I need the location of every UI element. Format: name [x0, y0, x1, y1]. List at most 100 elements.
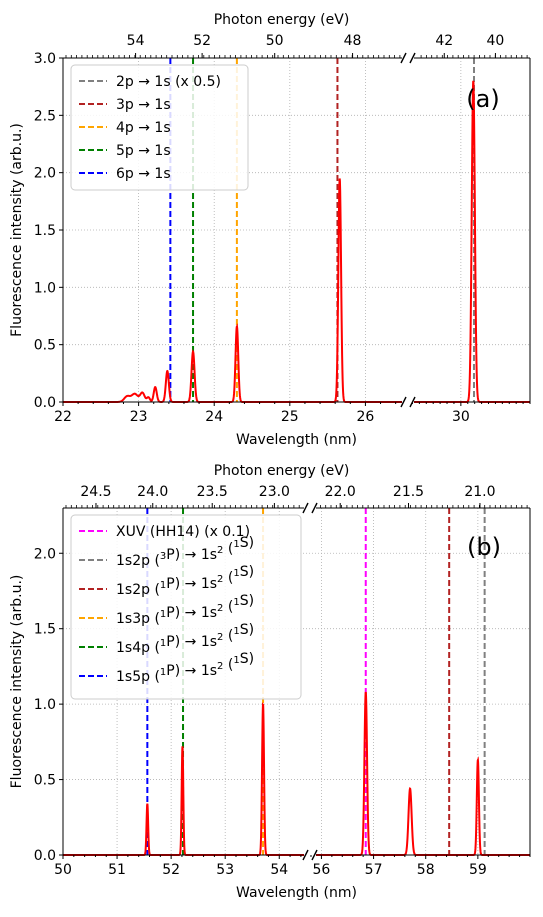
axis-break-mark — [311, 502, 318, 514]
spectrum-line-segment-1 — [409, 80, 530, 403]
legend-label: 1s2p (3P) → 1s2 (1S) — [116, 535, 254, 569]
legend-label-part: XUV (HH14) (x 0.1) — [116, 524, 250, 540]
y-tick-label: 1.5 — [34, 223, 56, 239]
y-tick-label: 3.0 — [34, 51, 56, 67]
top-tick-label: 42 — [435, 33, 453, 49]
panel-label: (b) — [467, 533, 501, 561]
x-tick-label: 57 — [365, 862, 383, 878]
chart-panel-b: 0.0 0.5 1.0 1.5 2.0 50 51 52 53 54 56 57 58 59 24.5 24.… — [9, 463, 531, 901]
legend-label-part: ( — [223, 628, 233, 644]
legend-label-part: P) → 1s — [166, 634, 217, 650]
x-tick-label: 30 — [452, 409, 470, 425]
axis-break-mark — [400, 396, 407, 408]
y-tick-label: 1.5 — [34, 622, 56, 638]
x-tick-label: 53 — [216, 862, 234, 878]
x-tick-label: 23 — [130, 409, 148, 425]
top-tick-label: 21.5 — [393, 484, 424, 500]
legend-label-part: 2 — [217, 661, 223, 672]
legend-label-part: 1 — [160, 667, 166, 678]
legend-label: 6p → 1s — [116, 166, 171, 182]
legend-label-part: 1 — [160, 580, 166, 591]
legend-label-part: 2 — [217, 632, 223, 643]
x-tick-label: 56 — [313, 862, 331, 878]
y-tick-label: 0.5 — [34, 773, 56, 789]
x-tick-label: 54 — [270, 862, 288, 878]
legend-label-part: P) → 1s — [166, 605, 217, 621]
y-tick-label: 1.0 — [34, 280, 56, 296]
x-tick-label: 50 — [54, 862, 72, 878]
top-tick-label: 23.5 — [197, 484, 228, 500]
legend-label: 1s2p (1P) → 1s2 (1S) — [116, 564, 254, 598]
chart-panel-a: 0.0 0.5 1.0 1.5 2.0 2.5 3.0 22 23 24 25 26 30 54 52 50 4… — [9, 12, 531, 448]
top-tick-label: 50 — [266, 33, 284, 49]
top-tick-label: 54 — [127, 33, 145, 49]
legend-label-part: 1 — [233, 655, 239, 666]
x-tick-label: 58 — [417, 862, 435, 878]
y-tick-label: 1.0 — [34, 697, 56, 713]
top-tick-label: 21.0 — [464, 484, 495, 500]
legend: XUV (HH14) (x 0.1)1s2p (3P) → 1s2 (1S)1s… — [70, 514, 302, 700]
axes-frame — [62, 502, 531, 861]
top-tick-label: 23.0 — [259, 484, 290, 500]
legend-label-part: ( — [223, 570, 233, 586]
legend-label: 2p → 1s (x 0.5) — [116, 74, 221, 90]
legend-label-part: 1s3p ( — [116, 611, 160, 627]
legend-label: 4p → 1s — [116, 120, 171, 136]
top-tick-label: 24.5 — [80, 484, 111, 500]
top-tick-label: 48 — [344, 33, 362, 49]
y-tick-label: 2.5 — [34, 108, 56, 124]
legend-label: 1s5p (1P) → 1s2 (1S) — [116, 651, 254, 685]
legend: 2p → 1s (x 0.5) 3p → 1s 4p → 1s 5p → 1s 6p →… — [70, 64, 249, 191]
legend-label-part: 1 — [233, 568, 239, 579]
legend-label-part: P) → 1s — [166, 663, 217, 679]
legend-label: 1s3p (1P) → 1s2 (1S) — [116, 593, 254, 627]
legend-label-part: 2 — [217, 603, 223, 614]
legend-label: XUV (HH14) (x 0.1) — [116, 524, 250, 540]
axis-break-mark — [302, 849, 309, 861]
legend-label-part: 2 — [217, 545, 223, 556]
x-tick-label: 25 — [281, 409, 299, 425]
legend-label-part: 1 — [233, 626, 239, 637]
x-tick-label: 51 — [108, 862, 126, 878]
legend-label-part: ( — [223, 657, 233, 673]
axis-break-mark — [302, 502, 309, 514]
y-axis-label: Fluorescence intensity (arb.u.) — [9, 123, 25, 337]
y-tick-label: 0.5 — [34, 338, 56, 354]
top-axis-label: Photon energy (eV) — [214, 463, 350, 479]
x-tick-label: 52 — [162, 862, 180, 878]
y-axis-label: Fluorescence intensity (arb.u.) — [9, 575, 25, 789]
axis-break-mask — [304, 503, 316, 513]
legend-label-part: P) → 1s — [166, 576, 217, 592]
axis-break-mask — [304, 850, 316, 860]
top-tick-label: 40 — [487, 33, 505, 49]
legend-label-part: ( — [223, 541, 233, 557]
y-tick-label: 2.0 — [34, 546, 56, 562]
top-tick-label: 22.0 — [325, 484, 356, 500]
axis-break-mark — [409, 52, 416, 64]
x-tick-label: 26 — [357, 409, 375, 425]
y-tick-label: 0.0 — [34, 848, 56, 864]
panel-label: (a) — [466, 85, 499, 113]
axis-break-mark — [400, 52, 407, 64]
legend-label-part: 1s2p ( — [116, 582, 160, 598]
legend-label-part: P) → 1s — [166, 547, 217, 563]
legend-label-part: S) — [240, 535, 254, 551]
legend-label-part: ( — [223, 599, 233, 615]
legend-label-part: S) — [240, 564, 254, 580]
legend-label-part: 1s5p ( — [116, 669, 160, 685]
x-tick-label: 22 — [54, 409, 72, 425]
x-tick-label: 59 — [469, 862, 487, 878]
x-axis-label: Wavelength (nm) — [236, 432, 357, 448]
legend-label-part: S) — [240, 593, 254, 609]
y-tick-label: 2.0 — [34, 166, 56, 182]
legend-label: 3p → 1s — [116, 97, 171, 113]
legend-label-part: S) — [240, 622, 254, 638]
axis-break-mask — [402, 397, 414, 407]
axis-break-mark — [311, 849, 318, 861]
legend-label-part: 1 — [160, 638, 166, 649]
legend-label-part: 1 — [233, 539, 239, 550]
legend-box — [70, 514, 302, 700]
legend-label-part: 2 — [217, 574, 223, 585]
legend-label-part: 1s4p ( — [116, 640, 160, 656]
